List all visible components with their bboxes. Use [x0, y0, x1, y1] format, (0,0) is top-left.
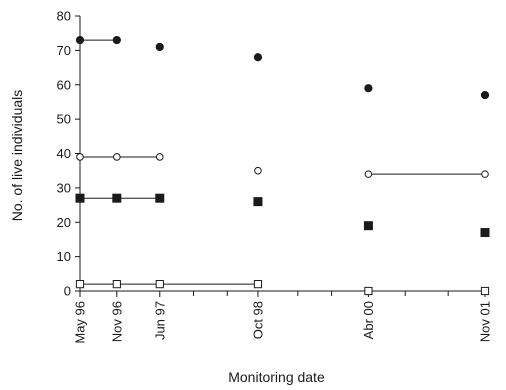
x-tick-label: Nov 01	[478, 301, 493, 342]
x-ticks: May 96 Nov 96 Jun 97 Oct 98 Abr 00 Nov 01	[73, 291, 493, 344]
data-point-filled-square	[253, 197, 263, 207]
x-tick-label: Abr 00	[361, 301, 376, 339]
y-tick-label: 0	[64, 284, 71, 299]
data-point-filled-square	[75, 193, 85, 203]
x-axis-title: Monitoring date	[228, 369, 325, 385]
data-point-open-circle	[155, 153, 164, 161]
data-point-filled-square	[480, 228, 490, 238]
data-point-open-circle	[364, 170, 373, 178]
x-tick-label: Jun 97	[152, 301, 167, 340]
data-point-filled-square	[155, 193, 165, 203]
series-lines	[80, 39, 485, 285]
y-tick-label: 60	[57, 77, 71, 92]
axes	[79, 16, 485, 292]
y-tick-label: 10	[57, 249, 71, 264]
x-tick-label: Nov 96	[109, 301, 124, 342]
data-point-open-circle	[254, 166, 262, 175]
data-point-filled-circle	[480, 90, 490, 100]
y-tick-label: 80	[57, 9, 71, 24]
data-point-open-circle	[481, 170, 489, 178]
y-tick-label: 20	[57, 215, 71, 230]
data-point-open-square	[75, 280, 85, 289]
y-tick-label: 30	[57, 180, 71, 195]
y-axis-title: No. of live individuals	[9, 90, 25, 222]
data-point-open-square	[364, 286, 373, 296]
y-tick-label: 40	[57, 146, 71, 161]
data-point-open-square	[155, 280, 164, 289]
data-point-open-square	[480, 286, 490, 296]
y-ticks: 0 10 20 30 40 50 60 70 80	[57, 9, 80, 299]
y-tick-label: 50	[57, 112, 71, 127]
data-point-filled-circle	[364, 84, 373, 93]
data-point-open-square	[253, 280, 263, 289]
data-point-open-circle	[76, 153, 84, 161]
x-tick-label: Oct 98	[250, 301, 265, 339]
y-tick-label: 70	[57, 43, 71, 58]
data-point-filled-circle	[112, 35, 121, 45]
data-points	[75, 35, 490, 296]
data-point-filled-square	[112, 193, 122, 203]
data-point-filled-circle	[253, 53, 263, 62]
data-point-filled-circle	[155, 42, 164, 52]
data-point-open-circle	[113, 153, 121, 161]
data-point-filled-square	[363, 221, 373, 231]
data-point-filled-circle	[75, 35, 85, 45]
data-point-open-square	[112, 280, 121, 289]
x-tick-label: May 96	[73, 301, 88, 344]
